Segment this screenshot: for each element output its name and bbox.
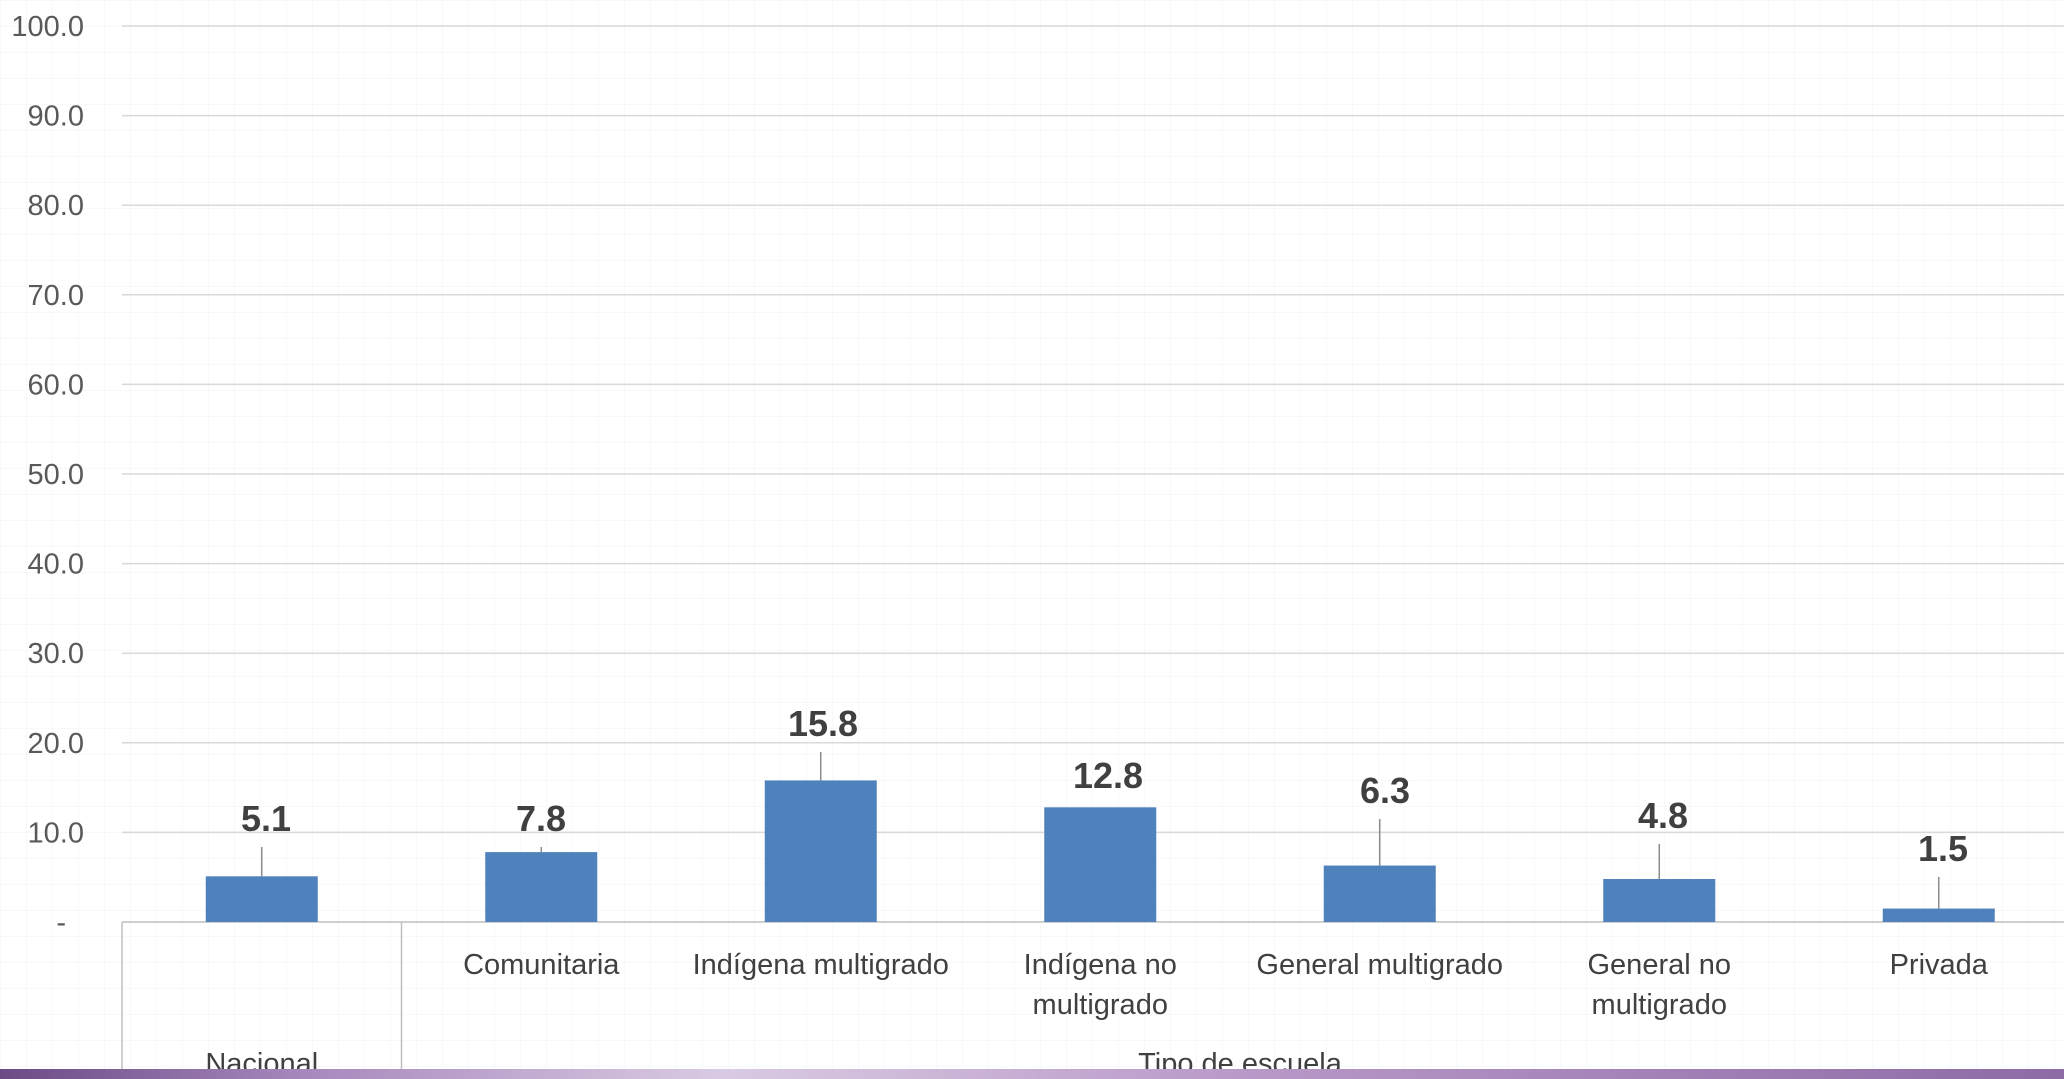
y-tick-label: 70.0 [28, 280, 84, 312]
bar [1603, 878, 1716, 922]
x-category-label: General no [1588, 949, 1732, 981]
data-label: 1.5 [1918, 828, 1968, 869]
y-tick-label: 40.0 [28, 549, 84, 581]
bar [1044, 807, 1157, 922]
data-label: 15.8 [788, 703, 858, 744]
data-label: 4.8 [1638, 795, 1688, 836]
x-category-label: multigrado [1033, 989, 1168, 1021]
y-tick-label: 90.0 [28, 101, 84, 133]
y-tick-label: - [56, 907, 66, 939]
bottom-decorative-band [0, 1069, 2064, 1079]
bar [764, 780, 877, 922]
y-tick-label: 100.0 [11, 11, 84, 43]
x-category-label: Indígena multigrado [693, 949, 949, 981]
x-category-label: General multigrado [1256, 949, 1503, 981]
x-category-label: multigrado [1592, 989, 1727, 1021]
bar [485, 852, 598, 922]
bar [1882, 908, 1995, 922]
y-tick-label: 30.0 [28, 638, 84, 670]
data-label: 12.8 [1073, 755, 1143, 796]
data-label: 7.8 [516, 798, 566, 839]
y-tick-label: 10.0 [28, 817, 84, 849]
data-label: 5.1 [241, 798, 291, 839]
bar [1323, 865, 1436, 922]
y-tick-label: 80.0 [28, 190, 84, 222]
y-tick-label: 60.0 [28, 369, 84, 401]
y-tick-label: 50.0 [28, 459, 84, 491]
x-category-label: Indígena no [1024, 949, 1177, 981]
bar [205, 876, 318, 922]
y-tick-label: 20.0 [28, 728, 84, 760]
x-category-label: Privada [1890, 949, 1989, 981]
data-label: 6.3 [1360, 770, 1410, 811]
x-category-label: Comunitaria [463, 949, 620, 981]
